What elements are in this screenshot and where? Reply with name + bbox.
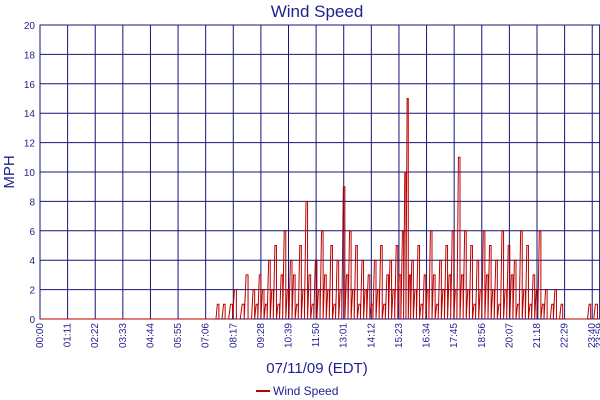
x-tick-label: 03:33 xyxy=(118,323,129,348)
y-tick-label: 18 xyxy=(24,50,36,61)
x-tick-label: 02:22 xyxy=(90,323,101,348)
chart-title: Wind Speed xyxy=(271,2,364,21)
y-tick-label: 8 xyxy=(29,197,35,208)
legend-label: Wind Speed xyxy=(273,384,338,398)
y-tick-label: 10 xyxy=(24,168,36,179)
y-tick-label: 16 xyxy=(24,80,36,91)
y-tick-label: 4 xyxy=(29,256,35,267)
x-tick-label: 07:06 xyxy=(201,323,212,348)
y-tick-label: 12 xyxy=(24,139,36,150)
x-tick-label: 13:01 xyxy=(339,323,350,348)
legend: Wind Speed xyxy=(256,384,338,398)
y-axis-ticks: 0 2 4 6 8 10 12 14 16 18 20 xyxy=(24,21,36,326)
x-tick-label: 11:50 xyxy=(311,323,322,348)
x-tick-label: 15:23 xyxy=(394,323,405,348)
x-tick-label: 09:28 xyxy=(256,323,267,348)
x-tick-label: 22:29 xyxy=(560,323,571,348)
y-tick-label: 20 xyxy=(24,21,36,32)
y-axis-title: MPH xyxy=(1,155,18,188)
x-tick-label: 00:00 xyxy=(35,323,46,348)
x-tick-label: 20:07 xyxy=(504,323,515,348)
y-tick-label: 14 xyxy=(24,109,36,120)
y-tick-label: 2 xyxy=(29,286,35,297)
x-tick-label: 16:34 xyxy=(422,323,433,348)
y-tick-label: 0 xyxy=(29,315,35,326)
series-wind-speed xyxy=(40,98,600,320)
x-tick-label: 23:59 xyxy=(595,323,600,348)
x-tick-label: 23:40 xyxy=(587,323,598,348)
x-axis-title: 07/11/09 (EDT) xyxy=(266,360,367,377)
x-tick-label: 01:11 xyxy=(63,323,74,348)
x-tick-label: 08:17 xyxy=(228,323,239,348)
x-tick-label: 04:44 xyxy=(145,323,156,348)
x-tick-label: 17:45 xyxy=(449,323,460,348)
x-tick-label: 18:56 xyxy=(477,323,488,348)
series-line xyxy=(40,98,600,320)
x-tick-label: 14:12 xyxy=(366,323,377,348)
grid xyxy=(39,24,600,320)
y-tick-label: 6 xyxy=(29,227,35,238)
x-tick-label: 05:55 xyxy=(173,323,184,348)
x-axis-ticks: 00:00 01:11 02:22 03:33 04:44 05:55 07:06 08:17… xyxy=(35,323,600,348)
x-tick-label: 10:39 xyxy=(284,323,295,348)
x-tick-label: 21:18 xyxy=(532,323,543,348)
